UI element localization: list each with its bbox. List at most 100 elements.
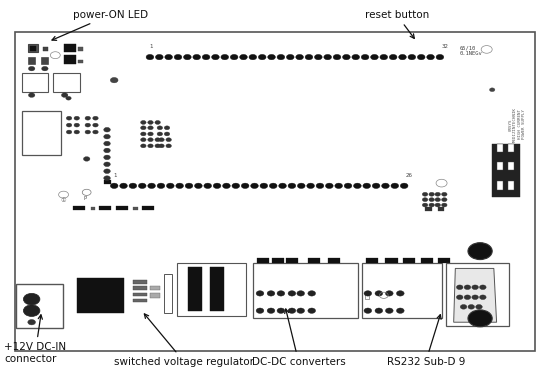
- Circle shape: [222, 183, 230, 188]
- Bar: [508, 144, 514, 152]
- Circle shape: [148, 183, 155, 188]
- Circle shape: [435, 192, 441, 196]
- Circle shape: [155, 55, 163, 60]
- Circle shape: [441, 192, 447, 196]
- Circle shape: [288, 291, 296, 296]
- Bar: [133, 293, 147, 296]
- Circle shape: [66, 116, 72, 120]
- Bar: [492, 144, 520, 197]
- Circle shape: [422, 198, 428, 202]
- Bar: [308, 258, 320, 263]
- Circle shape: [241, 183, 249, 188]
- Circle shape: [155, 138, 160, 142]
- Circle shape: [184, 55, 191, 60]
- Circle shape: [361, 55, 369, 60]
- Bar: [22, 111, 61, 155]
- Circle shape: [119, 183, 127, 188]
- Circle shape: [193, 55, 201, 60]
- Text: DC-DC converters: DC-DC converters: [252, 309, 346, 367]
- Circle shape: [260, 183, 268, 188]
- Circle shape: [138, 183, 146, 188]
- Circle shape: [104, 155, 111, 160]
- Circle shape: [28, 320, 35, 325]
- Bar: [421, 258, 433, 263]
- Bar: [30, 46, 35, 51]
- Circle shape: [267, 308, 275, 313]
- Circle shape: [315, 55, 322, 60]
- Circle shape: [140, 126, 146, 130]
- Circle shape: [464, 295, 471, 300]
- Circle shape: [140, 138, 146, 142]
- Circle shape: [422, 203, 428, 207]
- Circle shape: [418, 55, 425, 60]
- Text: 1: 1: [149, 45, 152, 50]
- Circle shape: [176, 183, 184, 188]
- Circle shape: [159, 138, 164, 142]
- Circle shape: [256, 308, 264, 313]
- Circle shape: [249, 55, 257, 60]
- Circle shape: [23, 305, 40, 317]
- Bar: [77, 278, 124, 313]
- Circle shape: [166, 183, 174, 188]
- Circle shape: [202, 55, 210, 60]
- Bar: [438, 207, 444, 211]
- Bar: [79, 60, 83, 63]
- Circle shape: [391, 183, 399, 188]
- Circle shape: [84, 157, 90, 161]
- Circle shape: [305, 55, 313, 60]
- Bar: [150, 286, 160, 290]
- Circle shape: [213, 183, 221, 188]
- Bar: [41, 58, 48, 63]
- Text: ORSYS
MEDIZINTECHNIK
HIGH CURRENT
POWER SUPPLY: ORSYS MEDIZINTECHNIK HIGH CURRENT POWER …: [509, 107, 526, 142]
- Bar: [64, 55, 76, 63]
- Circle shape: [288, 183, 296, 188]
- Bar: [425, 207, 432, 211]
- Circle shape: [148, 132, 153, 136]
- Bar: [403, 258, 415, 263]
- Text: P: P: [84, 196, 87, 201]
- Bar: [15, 32, 535, 351]
- Circle shape: [277, 55, 285, 60]
- Bar: [104, 180, 112, 184]
- Bar: [133, 286, 147, 290]
- Circle shape: [74, 116, 80, 120]
- Circle shape: [344, 183, 352, 188]
- Circle shape: [85, 130, 91, 134]
- Bar: [328, 258, 340, 263]
- Bar: [64, 44, 76, 53]
- Circle shape: [456, 295, 463, 300]
- Circle shape: [230, 55, 238, 60]
- Circle shape: [148, 126, 153, 130]
- Circle shape: [140, 132, 146, 136]
- Circle shape: [157, 126, 163, 130]
- Circle shape: [298, 183, 305, 188]
- Circle shape: [397, 308, 404, 313]
- Circle shape: [239, 55, 247, 60]
- Bar: [164, 274, 172, 313]
- Polygon shape: [453, 269, 497, 322]
- Bar: [100, 206, 112, 211]
- Bar: [189, 267, 202, 311]
- Circle shape: [155, 120, 160, 124]
- Circle shape: [28, 93, 35, 98]
- Circle shape: [104, 176, 111, 180]
- Circle shape: [472, 285, 478, 289]
- Circle shape: [342, 55, 350, 60]
- Bar: [28, 44, 38, 53]
- Bar: [364, 293, 369, 299]
- Bar: [28, 58, 35, 63]
- Circle shape: [148, 138, 153, 142]
- Circle shape: [364, 308, 372, 313]
- Circle shape: [104, 162, 111, 167]
- Circle shape: [429, 192, 435, 196]
- Circle shape: [400, 183, 408, 188]
- Bar: [133, 299, 147, 302]
- Bar: [211, 267, 224, 311]
- Circle shape: [93, 123, 98, 127]
- Text: RS232 Sub-D 9: RS232 Sub-D 9: [387, 315, 465, 367]
- Bar: [286, 258, 298, 263]
- Circle shape: [429, 198, 435, 202]
- Circle shape: [185, 183, 193, 188]
- Circle shape: [464, 285, 471, 289]
- Circle shape: [296, 55, 304, 60]
